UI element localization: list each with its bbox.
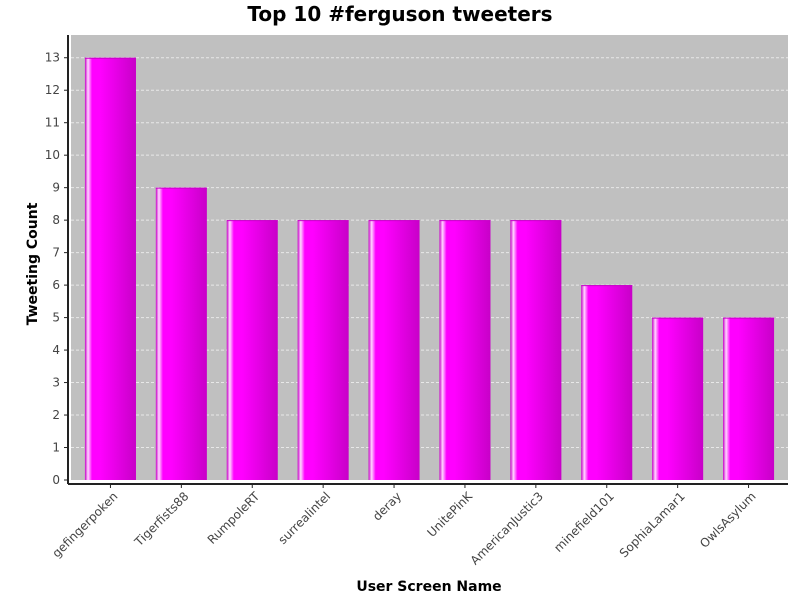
bar-minefield101	[581, 285, 633, 480]
y-tick-label: 8	[52, 213, 60, 227]
x-tick-label: RumpoleRT	[205, 489, 263, 547]
bar-rumpolert	[226, 220, 278, 480]
bar-americanjustic3	[510, 220, 562, 480]
bar-owlsasylum	[723, 317, 775, 480]
bar-sophialamar1	[652, 317, 704, 480]
x-tick-label: AmericanJustic3	[468, 489, 546, 567]
y-tick-label: 1	[52, 441, 60, 455]
x-tick-label: OwlsAsylum	[697, 489, 759, 551]
y-tick-label: 6	[52, 278, 60, 292]
chart-title: Top 10 #ferguson tweeters	[247, 2, 552, 26]
x-tick-label: surrealintel	[276, 489, 334, 547]
y-tick-label: 10	[45, 148, 60, 162]
x-tick-label: UnitePinK	[424, 488, 475, 539]
x-tick-label: minefield101	[551, 489, 617, 555]
bar-unitepink	[439, 220, 491, 480]
x-tick-label: deray	[370, 489, 404, 523]
x-axis-ticks: gefingerpoken Tigerfists88 RumpoleRT surrea…	[49, 484, 759, 568]
y-tick-label: 5	[52, 311, 60, 325]
y-tick-label: 0	[52, 473, 60, 487]
y-tick-label: 9	[52, 181, 60, 195]
y-axis-title: Tweeting Count	[25, 202, 41, 325]
y-tick-label: 3	[52, 376, 60, 390]
bar-surrealintel	[297, 220, 349, 480]
x-axis-title: User Screen Name	[356, 579, 501, 595]
x-tick-label: SophiaLamar1	[617, 489, 688, 560]
bars	[84, 57, 775, 481]
x-tick-label: gefingerpoken	[49, 489, 120, 560]
y-tick-label: 11	[45, 116, 60, 130]
y-tick-label: 12	[45, 83, 60, 97]
y-tick-label: 2	[52, 408, 60, 422]
x-tick-label: Tigerfists88	[131, 489, 191, 549]
bar-deray	[368, 220, 420, 480]
bar-tigerfists88	[155, 187, 207, 480]
y-tick-label: 7	[52, 246, 60, 260]
y-tick-label: 13	[45, 51, 60, 65]
y-tick-label: 4	[52, 343, 60, 357]
bar-gefingerpoken	[84, 57, 136, 481]
